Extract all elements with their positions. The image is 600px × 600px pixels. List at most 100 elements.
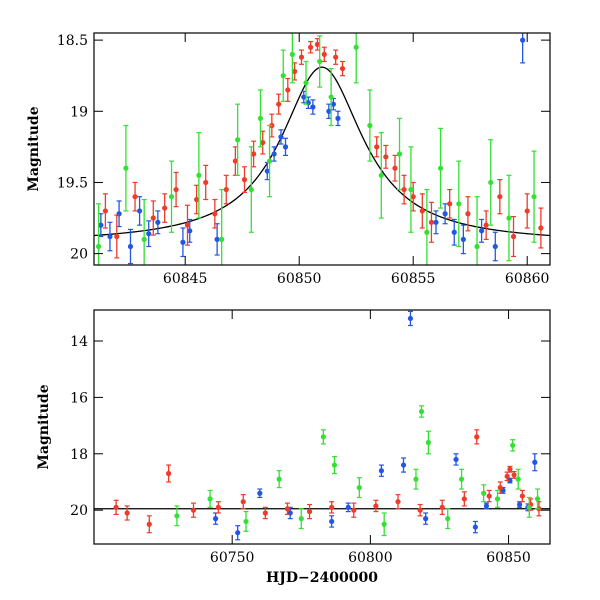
bottom-series0-point-7 (400, 462, 407, 468)
bottom-axis-ticks: 60750 60800 60850 14 16 18 20 (70, 310, 550, 566)
bottom-series0-point-9 (423, 516, 429, 522)
top-series1-point-25 (374, 144, 380, 150)
top-series2-point-14 (328, 94, 334, 100)
top-y-tick-label-2: 19.5 (57, 175, 88, 191)
top-series0-point-9 (214, 236, 220, 242)
top-axis-ticks: 60845 60850 60855 60860 18.5 19 19.5 20 (57, 33, 550, 287)
bottom-y-tick-label-1: 16 (70, 390, 88, 406)
top-y-tick-label-1: 19 (70, 104, 88, 120)
top-series1-point-7 (194, 196, 200, 203)
bottom-series1-point-18 (486, 493, 492, 499)
top-series2-point-16 (367, 122, 373, 129)
bottom-panel: 60750 60800 60850 14 16 18 20 Magnitude HJD−24… (36, 309, 551, 586)
top-series1-point-1 (114, 233, 120, 240)
top-series1-point-5 (173, 186, 179, 193)
bottom-series0-point-1 (235, 530, 241, 536)
top-series1-point-13 (251, 151, 257, 157)
top-series2-point-2 (141, 236, 147, 242)
bottom-x-tick-label-1: 60800 (348, 550, 393, 566)
bottom-series0-point-6 (378, 468, 385, 474)
top-series2-point-21 (437, 165, 444, 171)
bottom-series1-point-15 (439, 504, 445, 510)
top-series0-point-13 (282, 144, 289, 150)
bottom-series0-point-12 (483, 503, 490, 509)
bottom-series2-point-8 (381, 521, 387, 527)
top-series0-point-12 (278, 134, 284, 140)
top-series1-point-36 (510, 233, 517, 240)
top-series2-point-20 (424, 229, 430, 235)
bottom-series1-point-0 (113, 504, 119, 510)
bottom-series1-point-10 (329, 504, 335, 510)
top-series0-point-5 (146, 231, 152, 237)
top-series0-point-19 (335, 115, 341, 121)
top-series1-point-20 (308, 44, 314, 50)
top-series2-point-4 (196, 172, 202, 178)
top-series2-point-24 (488, 179, 494, 186)
top-series2-point-15 (353, 44, 359, 50)
top-series0-point-16 (310, 104, 316, 110)
top-series2-point-13 (317, 58, 323, 65)
top-series1-point-30 (419, 208, 425, 214)
bottom-plot-area (94, 310, 550, 541)
top-series2-point-19 (408, 186, 414, 193)
bottom-x-tick-label-0: 60750 (210, 550, 255, 566)
bottom-series2-point-5 (320, 434, 326, 440)
top-series1-point-18 (292, 68, 298, 75)
bottom-series0-point-14 (507, 477, 513, 484)
top-series0-point-7 (180, 239, 186, 245)
bottom-series0-point-11 (472, 524, 478, 530)
top-x-tick-label-2: 60855 (391, 271, 436, 287)
bottom-series1-point-4 (190, 507, 197, 513)
top-panel: 60845 60850 60855 60860 18.5 19 19.5 20 Magnitu… (26, 32, 551, 287)
top-series0-point-1 (107, 233, 113, 240)
top-series2-point-9 (266, 158, 273, 164)
bottom-plot-frame (93, 309, 551, 545)
bottom-series1-point-23 (519, 493, 525, 499)
top-plot-area (94, 33, 550, 265)
top-series2-point-26 (531, 194, 537, 200)
bottom-series0-point-17 (532, 459, 538, 465)
top-y-tick-label-3: 20 (70, 247, 88, 263)
top-series1-point-28 (401, 186, 407, 193)
bottom-series1-point-3 (166, 470, 172, 477)
bottom-series1-point-6 (240, 499, 246, 505)
bottom-series2-point-14 (481, 490, 487, 496)
top-series1-point-29 (410, 194, 416, 200)
bottom-series2-point-6 (331, 462, 338, 468)
top-series1-point-8 (203, 179, 209, 186)
bottom-x-tick-label-2: 60850 (486, 550, 531, 566)
bottom-series2-point-2 (243, 518, 249, 525)
top-series2-point-10 (280, 73, 286, 79)
top-series1-point-9 (212, 211, 218, 217)
top-series2-point-5 (219, 236, 225, 242)
bottom-series1-point-11 (351, 507, 357, 513)
top-series0-point-6 (155, 219, 161, 225)
top-series1-point-14 (260, 139, 266, 146)
top-series0-point-3 (127, 243, 134, 250)
bottom-series0-point-10 (453, 456, 459, 463)
top-series1-point-22 (321, 51, 327, 57)
top-series2-point-0 (95, 243, 102, 250)
top-series1-point-17 (285, 87, 291, 93)
top-model-curve (94, 66, 550, 237)
bottom-series2-point-4 (298, 516, 304, 522)
top-plot-frame (93, 32, 551, 266)
top-series2-point-6 (235, 137, 241, 143)
bottom-series1-point-14 (417, 507, 423, 513)
top-series2-point-8 (257, 115, 264, 121)
bottom-series1-point-7 (262, 510, 268, 516)
top-series1-point-2 (132, 194, 138, 200)
top-series1-point-32 (447, 201, 453, 207)
top-series0-point-18 (330, 101, 336, 107)
top-series1-point-10 (223, 186, 229, 193)
bottom-series0-point-5 (345, 504, 351, 510)
top-series0-point-25 (492, 243, 498, 250)
top-series1-point-16 (276, 101, 282, 107)
top-series1-point-12 (241, 177, 248, 183)
top-series1-point-37 (524, 208, 530, 214)
top-series2-point-3 (168, 194, 175, 200)
top-series1-point-4 (162, 205, 168, 211)
top-series2-point-7 (248, 186, 254, 193)
top-series1-point-35 (497, 194, 503, 200)
